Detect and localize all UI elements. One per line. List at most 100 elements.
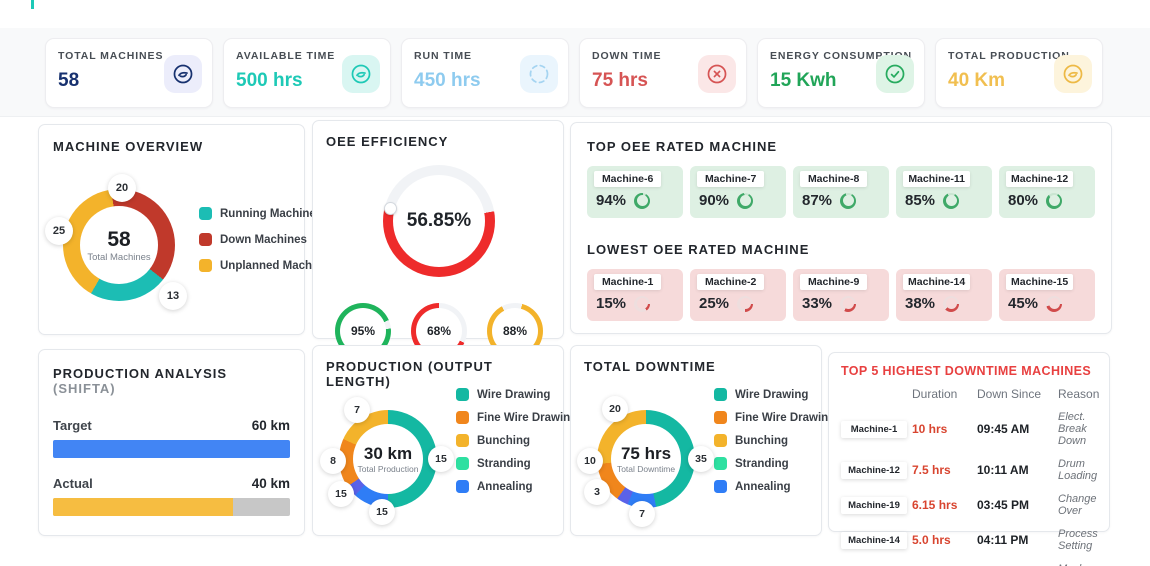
production-output-donut[interactable]: 30 km Total Production 15 15 15 8 7 <box>320 397 454 525</box>
donut-center-value: 30 km <box>363 444 413 463</box>
total-downtime-donut[interactable]: 75 hrs Total Downtime 35 7 3 10 20 <box>577 396 714 527</box>
legend-item[interactable]: Running Machines <box>199 207 335 220</box>
oee-mini-ring <box>943 192 960 209</box>
machine-name: Machine-14 <box>903 274 971 290</box>
machine-name: Machine-12 <box>841 461 907 479</box>
legend-item[interactable]: Bunching <box>456 434 577 447</box>
legend-swatch <box>714 457 727 470</box>
legend-item[interactable]: Unplanned Machines <box>199 259 335 272</box>
donut-label: 15 <box>369 499 395 525</box>
duration: 5.0 hrs <box>912 533 951 547</box>
col-header-reason: Reason <box>1058 387 1100 401</box>
oee-efficiency-panel: OEE EFFICIENCY 56.85% 95% 68% 88% Availa… <box>312 120 564 376</box>
machine-oee-value: 45% <box>1008 295 1039 312</box>
performance-gauge[interactable]: 68% <box>411 303 467 359</box>
machine-oee-value: 15% <box>596 295 627 312</box>
reason: Elect. Break Down <box>1058 411 1087 447</box>
downtime-table-panel: TOP 5 HIGHEST DOWNTIME MACHINES Duration… <box>828 352 1110 566</box>
kpi-label: AVAILABLE TIME <box>236 50 336 62</box>
machine-card[interactable]: Machine-6 94% <box>587 166 683 218</box>
donut-label: 15 <box>428 446 454 472</box>
oee-main-value: 56.85% <box>406 210 472 231</box>
availability-gauge[interactable]: 95% <box>335 303 391 359</box>
legend-item[interactable]: Stranding <box>714 457 835 470</box>
donut-center-value: 75 hrs <box>620 444 672 463</box>
machine-card[interactable]: Machine-15 45% <box>999 269 1095 321</box>
donut-center: 75 hrs Total Downtime <box>597 410 695 508</box>
down-since: 10:11 AM <box>977 463 1029 477</box>
legend-swatch <box>714 480 727 493</box>
oee-mini-ring <box>1046 295 1063 312</box>
table-row[interactable]: Machine-15 3.0 hrs 07:11 AM Mech. Break … <box>841 563 1097 566</box>
machine-name: Machine-1 <box>594 274 662 290</box>
production-output-legend: Wire Drawing Fine Wire Drawing Bunching … <box>456 388 577 493</box>
kpi-card-total-production[interactable]: TOTAL PRODUCTION 40 Km <box>935 38 1103 108</box>
down-since: 09:45 AM <box>977 422 1030 436</box>
donut-label: 7 <box>629 501 655 527</box>
legend-item[interactable]: Fine Wire Drawing <box>714 411 835 424</box>
table-row[interactable]: Machine-14 5.0 hrs 04:11 PM Process Sett… <box>841 528 1098 552</box>
donut-label: 20 <box>602 396 628 422</box>
legend-label: Bunching <box>477 434 531 447</box>
legend-swatch <box>456 411 469 424</box>
kpi-card-energy-consumption[interactable]: ENERGY CONSUMPTION 15 Kwh <box>757 38 925 108</box>
run-time-icon <box>520 55 558 93</box>
machines-icon <box>164 55 202 93</box>
donut-center-label: Total Machines <box>87 251 151 263</box>
table-row[interactable]: Machine-19 6.15 hrs 03:45 PM Change Over <box>841 493 1097 517</box>
kpi-card-available-time[interactable]: AVAILABLE TIME 500 hrs <box>223 38 391 108</box>
target-bar-fill[interactable] <box>53 440 290 458</box>
machine-overview-donut[interactable]: 58 Total Machines 20 13 25 <box>45 174 187 310</box>
machine-overview-legend: Running Machines Down Machines Unplanned… <box>199 207 335 272</box>
col-header-duration: Duration <box>912 387 958 401</box>
legend-label: Annealing <box>735 480 791 493</box>
legend-item[interactable]: Bunching <box>714 434 835 447</box>
legend-item[interactable]: Wire Drawing <box>456 388 577 401</box>
actual-bar-fill[interactable] <box>53 498 234 516</box>
panel-title: MACHINE OVERVIEW <box>53 139 204 154</box>
donut-label: 7 <box>344 397 370 423</box>
bar-value: 40 km <box>251 476 290 491</box>
kpi-label: ENERGY CONSUMPTION <box>770 50 913 62</box>
machine-card[interactable]: Machine-7 90% <box>690 166 786 218</box>
panel-title: OEE EFFICIENCY <box>326 134 449 149</box>
legend-item[interactable]: Annealing <box>456 480 577 493</box>
machine-card[interactable]: Machine-1 15% <box>587 269 683 321</box>
lowest-oee-cards: Machine-1 15% Machine-2 25% Machine-9 33… <box>587 269 1095 321</box>
table-row[interactable]: Machine-1 10 hrs 09:45 AM Elect. Break D… <box>841 411 1097 447</box>
machine-card[interactable]: Machine-14 38% <box>896 269 992 321</box>
actual-bar-track <box>53 498 290 516</box>
legend-item[interactable]: Down Machines <box>199 233 335 246</box>
kpi-card-run-time[interactable]: RUN TIME 450 hrs <box>401 38 569 108</box>
machine-card[interactable]: Machine-8 87% <box>793 166 889 218</box>
table-row[interactable]: Machine-12 7.5 hrs 10:11 AM Drum Loading <box>841 458 1097 482</box>
machine-card[interactable]: Machine-2 25% <box>690 269 786 321</box>
col-header-down-since: Down Since <box>977 387 1042 401</box>
kpi-card-total-machines[interactable]: TOTAL MACHINES 58 <box>45 38 213 108</box>
lowest-oee-title: LOWEST OEE RATED MACHINE <box>587 242 810 257</box>
machine-card[interactable]: Machine-9 33% <box>793 269 889 321</box>
machine-card[interactable]: Machine-11 85% <box>896 166 992 218</box>
reason: Mech. Break Down <box>1058 563 1097 566</box>
legend-swatch <box>714 388 727 401</box>
donut-center-label: Total Downtime <box>616 464 676 474</box>
donut-label: 35 <box>688 446 714 472</box>
panel-title: PRODUCTION (OUTPUT LENGTH) <box>326 359 493 389</box>
downtime-table-title: TOP 5 HIGHEST DOWNTIME MACHINES <box>841 364 1092 378</box>
legend-item[interactable]: Wire Drawing <box>714 388 835 401</box>
legend-item[interactable]: Annealing <box>714 480 835 493</box>
legend-swatch <box>199 233 212 246</box>
donut-label-down: 20 <box>108 174 136 202</box>
total-downtime-panel: TOTAL DOWNTIME 75 hrs Total Downtime 35 … <box>570 345 835 536</box>
legend-item[interactable]: Fine Wire Drawing <box>456 411 577 424</box>
quality-gauge[interactable]: 88% <box>487 303 543 359</box>
machine-card[interactable]: Machine-12 80% <box>999 166 1095 218</box>
downtime-table-header: Duration Down Since Reason <box>841 387 1100 401</box>
donut-label: 3 <box>584 479 610 505</box>
kpi-label: TOTAL MACHINES <box>58 50 164 62</box>
legend-item[interactable]: Stranding <box>456 457 577 470</box>
production-icon <box>1054 55 1092 93</box>
oee-main-gauge[interactable]: 56.85% <box>383 165 495 277</box>
kpi-card-down-time[interactable]: DOWN TIME 75 hrs <box>579 38 747 108</box>
